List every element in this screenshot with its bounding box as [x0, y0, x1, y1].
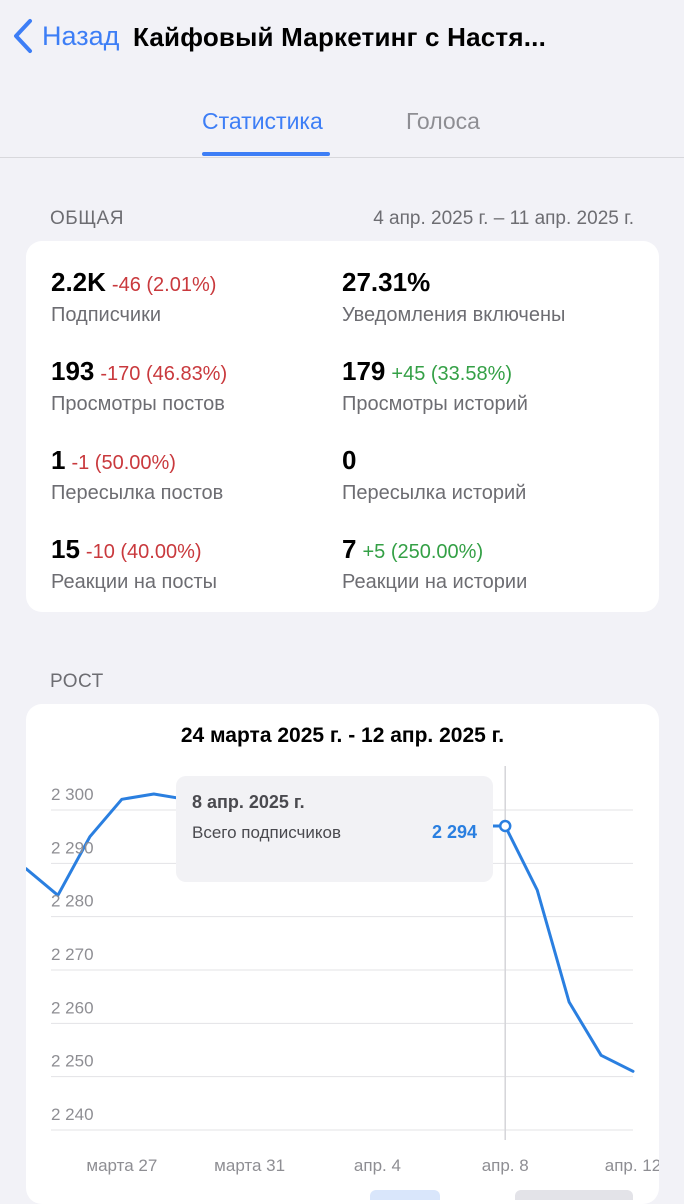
tab-statistics[interactable]: Статистика [202, 108, 323, 134]
overview-heading: ОБЩАЯ [50, 208, 124, 229]
y-tick-label: 2 300 [51, 785, 94, 804]
growth-heading: РОСТ [50, 671, 104, 692]
stat-label: Реакции на посты [51, 571, 218, 593]
stat-value: 15 [51, 534, 80, 564]
tooltip-label: Всего подписчиков [192, 823, 341, 842]
stat-value: 2.2K [51, 267, 106, 297]
highlight-marker[interactable] [498, 819, 512, 833]
stat-notifications-enabled: 27.31% Уведомления включены [342, 267, 565, 327]
y-tick-label: 2 240 [51, 1105, 94, 1124]
stat-value: 27.31% [342, 267, 431, 297]
overview-card: 2.2K -46 (2.01%) Подписчики 27.31% Уведом… [26, 241, 659, 612]
x-tick-label: апр. 8 [482, 1156, 529, 1175]
stat-post-reactions: 15 -10 (40.00%) Реакции на посты [51, 534, 217, 594]
y-tick-label: 2 250 [51, 1052, 94, 1071]
stat-value: 179 [342, 356, 386, 386]
stat-delta: +5 (250.00%) [362, 541, 484, 563]
stat-story-shares: 0 Пересылка историй [342, 445, 526, 505]
chevron-left-icon [14, 19, 32, 53]
stat-post-shares: 1 -1 (50.00%) Пересылка постов [51, 445, 223, 505]
active-tab-indicator [202, 152, 330, 156]
stat-delta: -1 (50.00%) [71, 452, 176, 474]
x-tick-label: апр. 4 [354, 1156, 401, 1175]
range-selector-window[interactable] [515, 1190, 633, 1200]
y-tick-label: 2 270 [51, 945, 94, 964]
navigation-bar: Назад Кайфовый Маркетинг с Настя... [0, 0, 684, 76]
stat-label: Подписчики [51, 304, 162, 326]
stat-story-views: 179 +45 (33.58%) Просмотры историй [342, 356, 528, 416]
stat-subscribers: 2.2K -46 (2.01%) Подписчики [51, 267, 216, 327]
x-tick-label: апр. 12 [605, 1156, 659, 1175]
stat-label: Просмотры историй [342, 393, 528, 415]
stat-delta: +45 (33.58%) [391, 363, 513, 385]
range-selector-handle[interactable] [370, 1190, 440, 1200]
tooltip-date: 8 апр. 2025 г. [192, 792, 305, 812]
stat-label: Просмотры постов [51, 393, 225, 415]
stat-value: 0 [342, 445, 357, 475]
stat-delta: -170 (46.83%) [100, 363, 228, 385]
stat-value: 1 [51, 445, 66, 475]
growth-chart-card: 24 марта 2025 г. - 12 апр. 2025 г. 2 240… [26, 704, 659, 1204]
stat-delta: -46 (2.01%) [111, 274, 217, 296]
stat-label: Реакции на истории [342, 571, 528, 593]
tab-bar: Статистика Голоса [0, 96, 684, 158]
chart-tooltip: 8 апр. 2025 г. Всего подписчиков 2 294 [176, 776, 493, 882]
stat-label: Уведомления включены [342, 304, 566, 326]
tab-votes[interactable]: Голоса [406, 108, 480, 134]
stat-post-views: 193 -170 (46.83%) Просмотры постов [51, 356, 227, 416]
page-title: Кайфовый Маркетинг с Настя... [133, 22, 546, 52]
chart-title: 24 марта 2025 г. - 12 апр. 2025 г. [180, 724, 505, 747]
stat-label: Пересылка постов [51, 482, 224, 504]
stat-value: 193 [51, 356, 95, 386]
back-label: Назад [42, 20, 120, 51]
stat-story-reactions: 7 +5 (250.00%) Реакции на истории [342, 534, 527, 594]
stat-value: 7 [342, 534, 357, 564]
y-tick-label: 2 280 [51, 892, 94, 911]
stat-label: Пересылка историй [342, 482, 527, 504]
overview-date-range: 4 апр. 2025 г. – 11 апр. 2025 г. [373, 208, 634, 229]
y-tick-label: 2 290 [51, 838, 94, 857]
back-button[interactable]: Назад [12, 18, 119, 54]
tooltip-value: 2 294 [431, 822, 477, 842]
stat-delta: -10 (40.00%) [85, 541, 202, 563]
x-tick-label: марта 31 [214, 1156, 285, 1175]
y-tick-label: 2 260 [51, 998, 94, 1017]
x-tick-label: марта 27 [86, 1156, 157, 1175]
